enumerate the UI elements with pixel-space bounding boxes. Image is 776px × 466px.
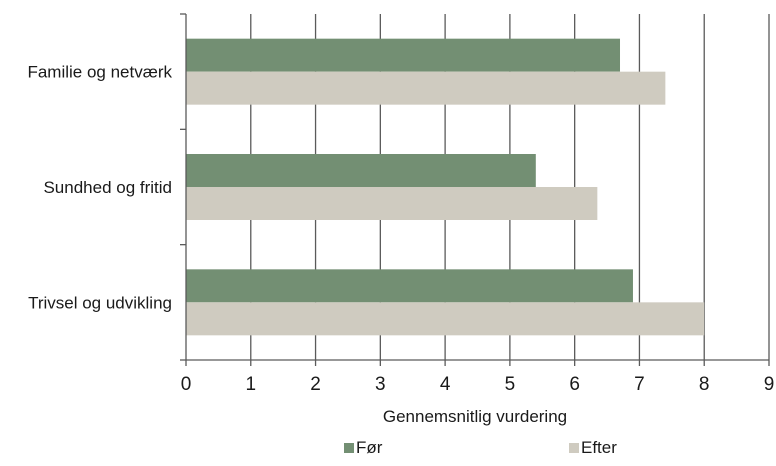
x-tick-label: 7 — [634, 374, 645, 395]
y-category-label: Familie og netværk — [27, 63, 172, 82]
x-tick-label: 9 — [764, 374, 775, 395]
x-tick-label: 2 — [310, 374, 321, 395]
y-category-label: Trivsel og udvikling — [28, 293, 172, 312]
x-tick-label: 8 — [699, 374, 710, 395]
x-tick-label: 1 — [245, 374, 256, 395]
legend-label: Før — [356, 438, 383, 457]
bar-efter-1 — [186, 187, 598, 220]
legend: Før Efter — [344, 438, 617, 457]
bar-f-r-0 — [186, 38, 621, 72]
labels: Familie og netværk Sundhed og fritid Trivs… — [27, 63, 172, 313]
x-tick-label: 4 — [440, 374, 451, 395]
y-category-label: Sundhed og fritid — [43, 178, 172, 197]
bar-f-r-1 — [186, 154, 536, 187]
x-tick-label: 3 — [375, 374, 386, 395]
x-axis-title: Gennemsnitlig vurdering — [383, 407, 567, 426]
legend-label: Efter — [581, 438, 617, 457]
bar-efter-0 — [186, 71, 666, 105]
legend-swatch — [344, 443, 354, 453]
bar-f-r-2 — [186, 269, 633, 303]
legend-swatch — [569, 443, 579, 453]
axes: 0 1 2 3 4 5 6 7 8 9 — [180, 13, 775, 395]
x-tick-label: 6 — [569, 374, 580, 395]
bars — [186, 38, 705, 336]
x-tick-label: 5 — [505, 374, 516, 395]
bar-efter-2 — [186, 302, 705, 336]
x-tick-label: 0 — [181, 374, 192, 395]
